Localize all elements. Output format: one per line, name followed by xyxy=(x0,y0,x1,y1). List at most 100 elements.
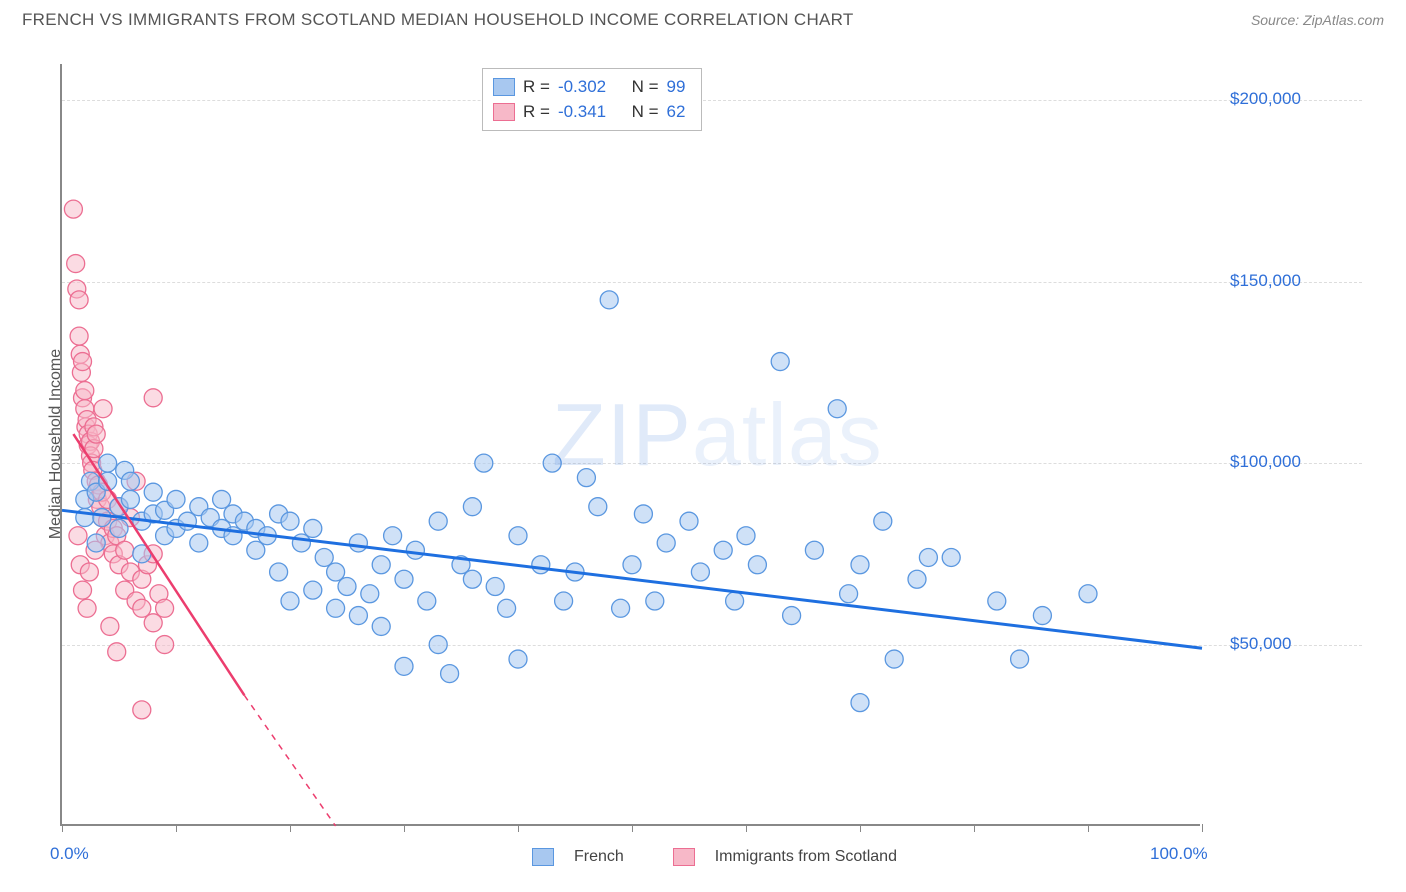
data-point xyxy=(121,490,139,508)
swatch-french xyxy=(493,78,515,96)
y-tick-label: $100,000 xyxy=(1230,452,1301,472)
r-label: R = xyxy=(523,75,550,100)
data-point xyxy=(78,599,96,617)
data-point xyxy=(406,541,424,559)
source-label: Source: ZipAtlas.com xyxy=(1251,12,1384,28)
data-point xyxy=(429,636,447,654)
data-point xyxy=(144,483,162,501)
data-point xyxy=(76,382,94,400)
data-point xyxy=(99,454,117,472)
data-point xyxy=(133,701,151,719)
r-label: R = xyxy=(523,100,550,125)
r-value-french: -0.302 xyxy=(558,75,606,100)
data-point xyxy=(327,599,345,617)
data-point xyxy=(680,512,698,530)
x-tick-label: 0.0% xyxy=(50,844,89,864)
data-point xyxy=(623,556,641,574)
data-point xyxy=(509,650,527,668)
data-point xyxy=(372,556,390,574)
data-point xyxy=(74,353,92,371)
data-point xyxy=(190,534,208,552)
data-point xyxy=(429,512,447,530)
data-point xyxy=(281,592,299,610)
data-point xyxy=(908,570,926,588)
data-point xyxy=(64,200,82,218)
data-point xyxy=(840,585,858,603)
data-point xyxy=(691,563,709,581)
data-point xyxy=(74,581,92,599)
data-point xyxy=(988,592,1006,610)
data-point xyxy=(70,291,88,309)
data-point xyxy=(463,570,481,588)
y-tick-label: $150,000 xyxy=(1230,271,1301,291)
data-point xyxy=(69,527,87,545)
data-point xyxy=(555,592,573,610)
data-point xyxy=(463,498,481,516)
data-point xyxy=(93,509,111,527)
data-point xyxy=(281,512,299,530)
r-value-scotland: -0.341 xyxy=(558,100,606,125)
x-tick-label: 100.0% xyxy=(1150,844,1208,864)
data-point xyxy=(646,592,664,610)
legend-label-french: French xyxy=(574,848,624,866)
trend-line xyxy=(73,434,244,695)
data-point xyxy=(543,454,561,472)
data-point xyxy=(657,534,675,552)
data-point xyxy=(634,505,652,523)
data-point xyxy=(885,650,903,668)
data-point xyxy=(144,389,162,407)
y-tick-label: $50,000 xyxy=(1230,634,1291,654)
data-point xyxy=(80,563,98,581)
n-value-french: 99 xyxy=(667,75,686,100)
data-point xyxy=(144,614,162,632)
trend-line xyxy=(62,510,1202,648)
data-point xyxy=(737,527,755,545)
data-point xyxy=(349,607,367,625)
trend-line-extrapolated xyxy=(244,695,335,826)
data-point xyxy=(1079,585,1097,603)
data-point xyxy=(116,541,134,559)
data-point xyxy=(589,498,607,516)
data-point xyxy=(167,490,185,508)
data-point xyxy=(213,490,231,508)
stats-legend-box: R = -0.302 N = 99 R = -0.341 N = 62 xyxy=(482,68,702,131)
data-point xyxy=(726,592,744,610)
stats-row-scotland: R = -0.341 N = 62 xyxy=(493,100,685,125)
data-point xyxy=(942,548,960,566)
data-point xyxy=(783,607,801,625)
chart-container: Median Household Income ZIPatlas R = -0.… xyxy=(22,48,1384,858)
data-point xyxy=(70,327,88,345)
data-point xyxy=(315,548,333,566)
data-point xyxy=(612,599,630,617)
data-point xyxy=(395,657,413,675)
data-point xyxy=(349,534,367,552)
n-label: N = xyxy=(632,75,659,100)
data-point xyxy=(486,578,504,596)
data-point xyxy=(577,469,595,487)
data-point xyxy=(372,617,390,635)
chart-title: FRENCH VS IMMIGRANTS FROM SCOTLAND MEDIA… xyxy=(22,10,854,30)
data-point xyxy=(828,400,846,418)
data-point xyxy=(108,643,126,661)
data-point xyxy=(919,548,937,566)
legend-swatch-scotland xyxy=(673,848,695,866)
data-point xyxy=(441,665,459,683)
data-point xyxy=(110,519,128,537)
data-point xyxy=(87,425,105,443)
data-point xyxy=(87,534,105,552)
data-point xyxy=(1011,650,1029,668)
data-point xyxy=(1033,607,1051,625)
data-point xyxy=(304,581,322,599)
data-point xyxy=(327,563,345,581)
data-point xyxy=(498,599,516,617)
data-point xyxy=(418,592,436,610)
data-point xyxy=(156,599,174,617)
data-point xyxy=(361,585,379,603)
data-point xyxy=(395,570,413,588)
legend-label-scotland: Immigrants from Scotland xyxy=(715,848,897,866)
data-point xyxy=(121,472,139,490)
stats-row-french: R = -0.302 N = 99 xyxy=(493,75,685,100)
n-label: N = xyxy=(632,100,659,125)
data-point xyxy=(874,512,892,530)
scatter-svg xyxy=(62,64,1200,824)
